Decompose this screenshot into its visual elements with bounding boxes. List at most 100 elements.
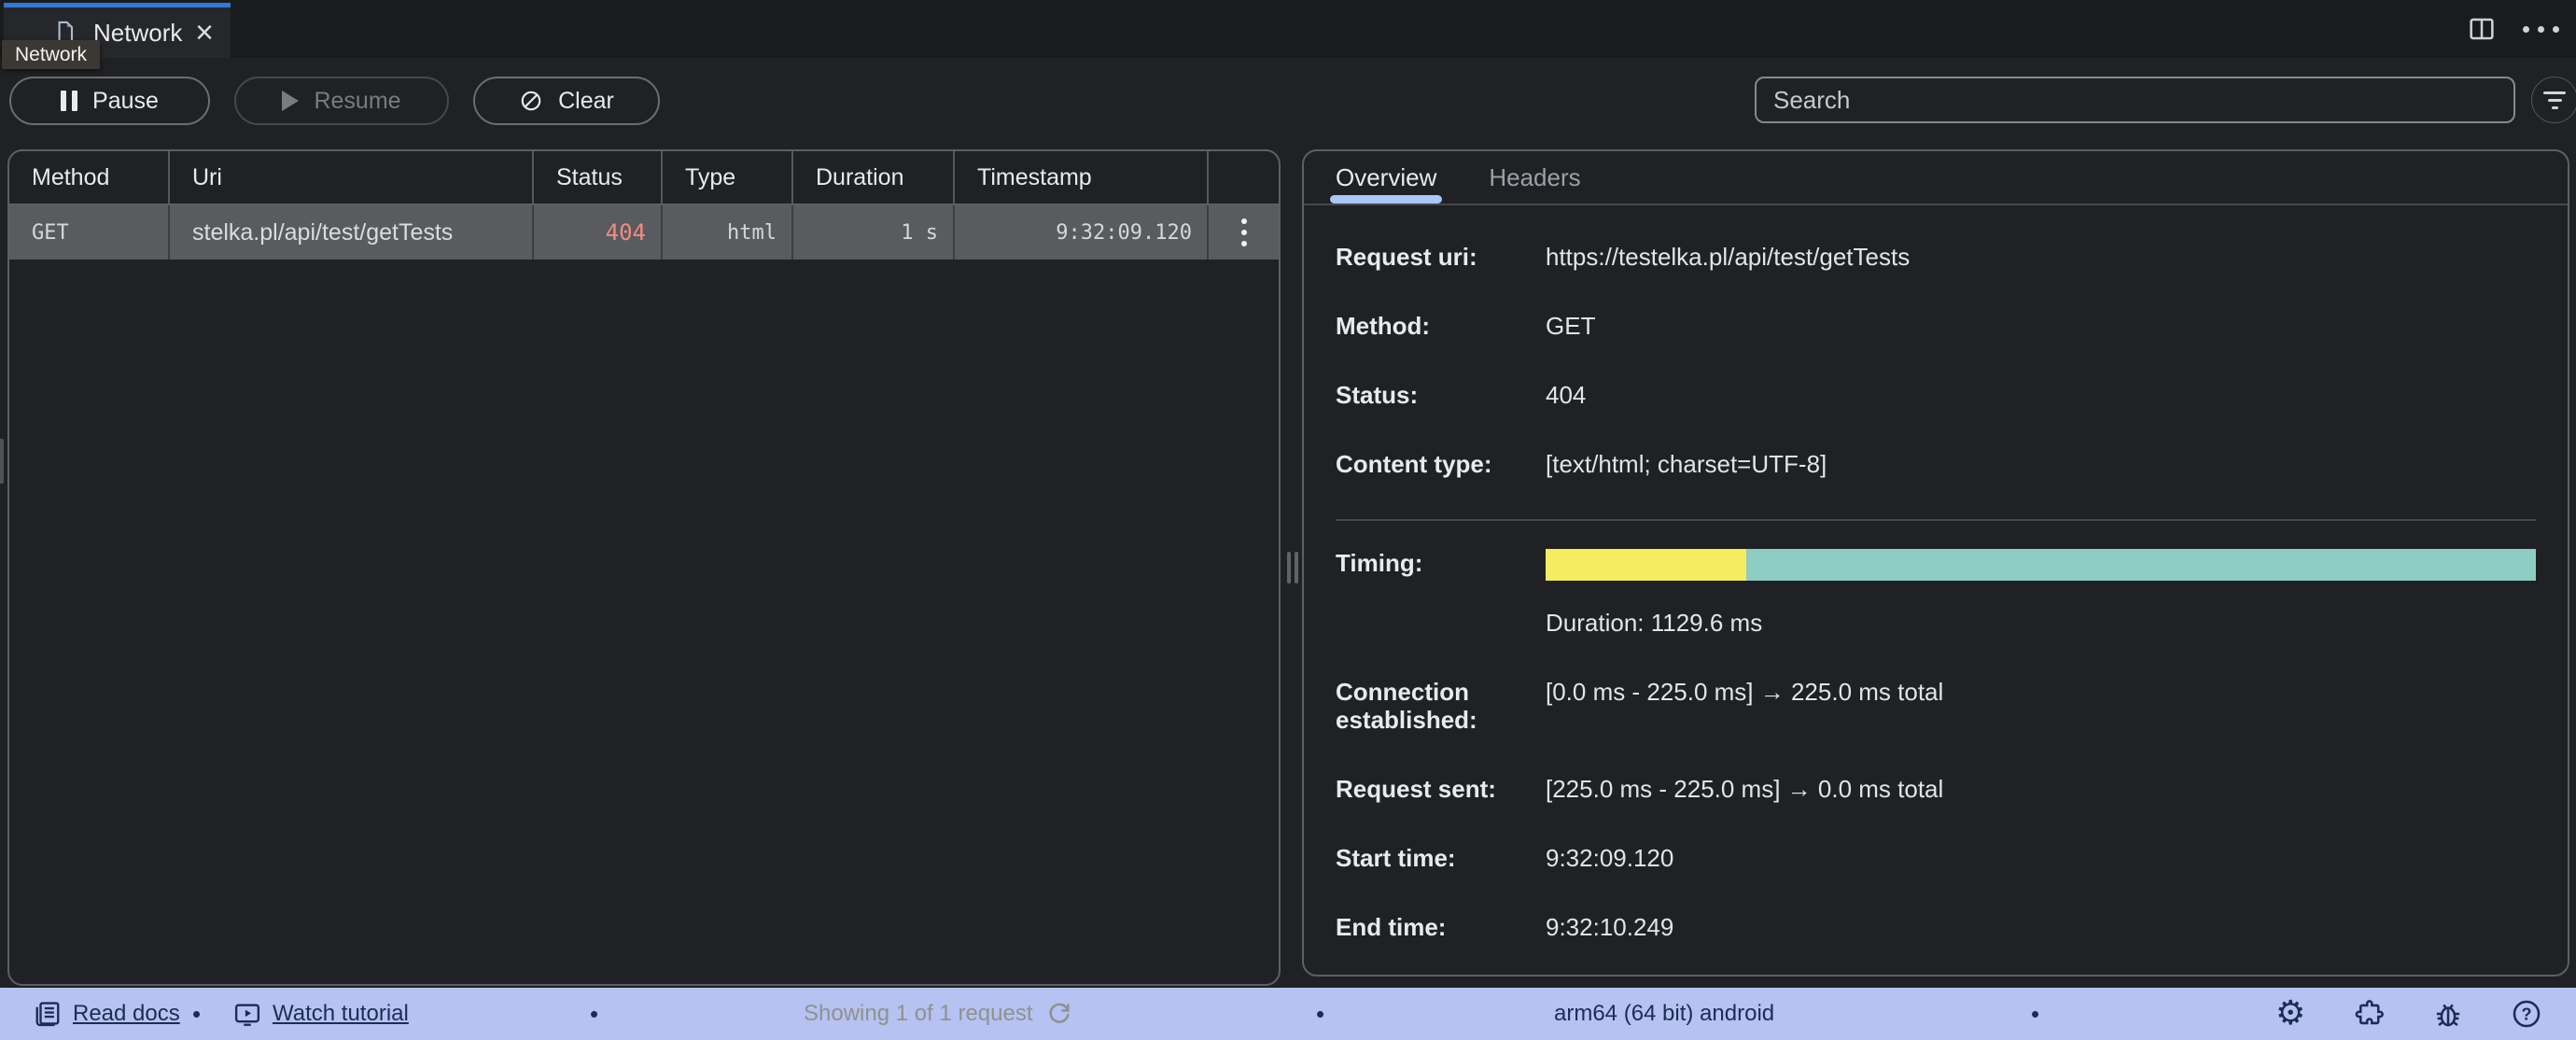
field-content-type: Content type: [text/html; charset=UTF-8] — [1336, 450, 2536, 478]
pause-label: Pause — [92, 87, 159, 114]
connection-label: Connection established: — [1336, 678, 1477, 734]
pause-button[interactable]: Pause — [9, 77, 210, 125]
extensions-puzzle-icon[interactable] — [2354, 988, 2386, 1040]
content-type-value: [text/html; charset=UTF-8] — [1546, 450, 1827, 478]
col-header-status[interactable]: Status — [534, 151, 663, 204]
table-header-row: Method Uri Status Type Duration Timestam… — [9, 151, 1279, 205]
details-panel: Overview Headers Request uri: https://te… — [1302, 149, 2569, 977]
row-type: html — [663, 205, 793, 260]
start-time-label: Start time: — [1336, 844, 1456, 872]
file-icon — [58, 21, 74, 45]
col-header-timestamp[interactable]: Timestamp — [955, 151, 1209, 204]
panel-splitter[interactable] — [1283, 149, 1302, 986]
duration-label-spacer — [1336, 609, 1546, 637]
row-method: GET — [9, 205, 170, 260]
filter-button[interactable] — [2531, 77, 2576, 123]
table-row[interactable]: GET stelka.pl/api/test/getTests 404 html… — [9, 205, 1279, 260]
resume-button[interactable]: Resume — [234, 77, 449, 125]
col-header-type[interactable]: Type — [663, 151, 793, 204]
field-end-time: End time: 9:32:10.249 — [1336, 913, 2536, 941]
field-duration: Duration: 1129.6 ms — [1336, 609, 2536, 637]
tab-close-icon[interactable]: × — [195, 15, 214, 50]
clear-icon — [521, 91, 541, 111]
row-menu-icon[interactable] — [1240, 218, 1247, 246]
toolbar-buttons: Pause Resume Clear — [9, 77, 660, 125]
field-start-time: Start time: 9:32:09.120 — [1336, 844, 2536, 872]
search-input[interactable] — [1755, 77, 2515, 123]
clear-button[interactable]: Clear — [473, 77, 660, 125]
requests-panel: Method Uri Status Type Duration Timestam… — [7, 149, 1281, 986]
toolbar: Pause Resume Clear — [0, 58, 2576, 148]
resume-label: Resume — [314, 87, 401, 114]
timing-segment-rest — [1746, 549, 2536, 581]
field-connection: Connection established: [0.0 ms - 225.0 … — [1336, 678, 2536, 734]
request-sent-label: Request sent: — [1336, 775, 1496, 803]
more-menu-icon[interactable] — [2523, 25, 2559, 33]
row-duration: 1 s — [793, 205, 955, 260]
col-header-uri[interactable]: Uri — [170, 151, 534, 204]
tab-overview-label: Overview — [1336, 162, 1437, 191]
tab-bar: Network × — [0, 0, 2576, 58]
row-uri: stelka.pl/api/test/getTests — [170, 205, 534, 260]
timing-label: Timing: — [1336, 549, 1423, 577]
col-header-duration[interactable]: Duration — [793, 151, 955, 204]
end-time-label: End time: — [1336, 913, 1447, 941]
field-status: Status: 404 — [1336, 381, 2536, 409]
start-time-value: 9:32:09.120 — [1546, 844, 1674, 872]
separator-dot: • — [590, 999, 599, 1028]
col-header-actions — [1209, 151, 1279, 204]
method-label: Method: — [1336, 312, 1431, 340]
field-request-uri: Request uri: https://testelka.pl/api/tes… — [1336, 243, 2536, 271]
separator-dot: • — [1316, 999, 1325, 1028]
duration-value: Duration: 1129.6 ms — [1546, 609, 1763, 637]
separator-dot: • — [2031, 999, 2040, 1028]
watch-tutorial-link[interactable]: Watch tutorial — [233, 988, 409, 1040]
bug-report-icon[interactable] — [2432, 988, 2464, 1040]
separator-dot: • — [192, 999, 202, 1028]
row-timestamp: 9:32:09.120 — [955, 205, 1209, 260]
watch-tutorial-label: Watch tutorial — [273, 1001, 409, 1026]
request-count-label: Showing 1 of 1 request — [804, 1001, 1033, 1026]
timing-bar — [1546, 549, 2536, 581]
connection-value: [0.0 ms - 225.0 ms] → 225.0 ms total — [1546, 678, 1944, 706]
docs-icon — [35, 1002, 60, 1027]
read-docs-label: Read docs — [73, 1001, 180, 1026]
row-actions — [1209, 205, 1279, 260]
platform-status: arm64 (64 bit) android — [1554, 1001, 1775, 1026]
content-type-label: Content type: — [1336, 450, 1492, 478]
tab-title: Network — [93, 18, 183, 47]
row-status: 404 — [534, 205, 663, 260]
field-timing: Timing: — [1336, 549, 2536, 581]
request-uri-label: Request uri: — [1336, 243, 1477, 271]
field-request-sent: Request sent: [225.0 ms - 225.0 ms] → 0.… — [1336, 775, 2536, 803]
left-edge-handle[interactable] — [0, 439, 4, 484]
timing-segment-connection — [1546, 549, 1747, 581]
field-method: Method: GET — [1336, 312, 2536, 340]
status-value: 404 — [1546, 381, 1587, 409]
col-header-method[interactable]: Method — [9, 151, 170, 204]
tab-headers[interactable]: Headers — [1489, 151, 1580, 204]
request-uri-value: https://testelka.pl/api/test/getTests — [1546, 243, 1911, 271]
tabbar-actions — [2467, 0, 2559, 58]
active-tab-indicator — [1330, 195, 1443, 204]
tab-tooltip: Network — [2, 40, 101, 69]
tab-overview[interactable]: Overview — [1330, 151, 1443, 204]
tab-headers-label: Headers — [1489, 162, 1581, 191]
details-tab-strip: Overview Headers — [1304, 151, 2568, 205]
video-icon — [234, 1004, 260, 1026]
request-count-status: Showing 1 of 1 request — [804, 988, 1072, 1040]
overview-details: Request uri: https://testelka.pl/api/tes… — [1304, 205, 2568, 941]
svg-text:?: ? — [2521, 1005, 2531, 1024]
play-icon — [282, 91, 300, 111]
read-docs-link[interactable]: Read docs — [34, 988, 180, 1040]
help-icon[interactable]: ? — [2511, 988, 2542, 1040]
split-panel-icon[interactable] — [2467, 14, 2497, 44]
end-time-value: 9:32:10.249 — [1546, 913, 1674, 941]
pause-icon — [61, 91, 78, 111]
clear-label: Clear — [558, 87, 614, 114]
settings-gear-icon[interactable]: ⚙ — [2275, 994, 2306, 1033]
status-label: Status: — [1336, 381, 1419, 409]
status-bar: Read docs • Watch tutorial • Showing 1 o… — [0, 988, 2576, 1040]
request-sent-value: [225.0 ms - 225.0 ms] → 0.0 ms total — [1546, 775, 1944, 803]
refresh-icon[interactable] — [1046, 1001, 1072, 1027]
